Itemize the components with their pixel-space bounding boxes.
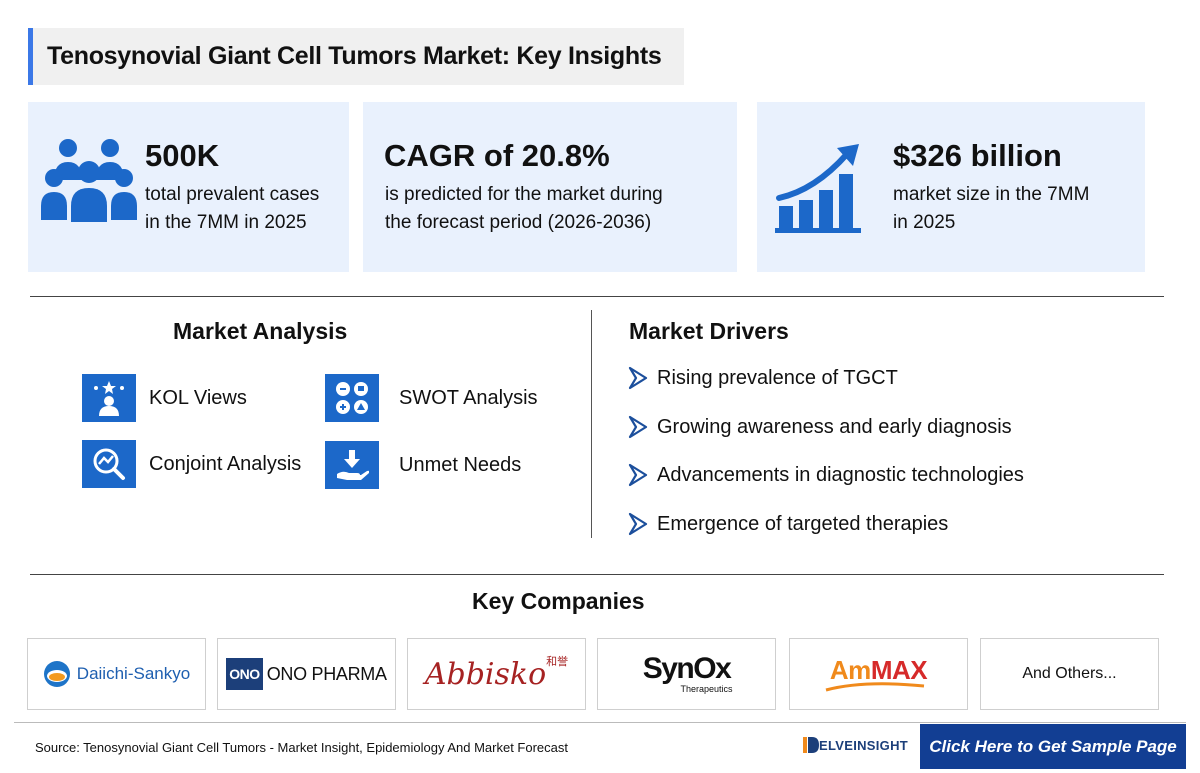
ono-logo-mark: ONO [226,658,263,690]
stat-card-market-size: $326 billion market size in the 7MM in 2… [757,102,1145,272]
driver-label: Rising prevalence of TGCT [657,366,898,389]
kol-person-icon [82,374,136,422]
chevron-right-icon [628,415,648,439]
stat-desc-line: in 2025 [893,212,956,233]
chevron-right-icon [628,512,648,536]
magnifier-chart-icon [82,440,136,488]
company-subtitle: Therapeutics [680,684,733,694]
company-logo-ono: ONO ONO PHARMA [217,638,396,710]
company-name: And Others... [1022,665,1117,682]
driver-label: Emergence of targeted therapies [657,512,949,535]
driver-item: Advancements in diagnostic technologies [627,463,1024,487]
analysis-item-conjoint: Conjoint Analysis [82,440,301,488]
brand-name: ELVEINSIGHT [819,737,909,753]
stat-desc-line: total prevalent cases [145,184,320,205]
divider [30,574,1164,575]
get-sample-button[interactable]: Click Here to Get Sample Page [920,724,1186,769]
stat-desc-line: market size in the 7MM [893,184,1090,205]
driver-label: Advancements in diagnostic technologies [657,463,1024,486]
market-analysis-title: Market Analysis [173,318,348,344]
analysis-label: Conjoint Analysis [149,452,302,475]
driver-item: Emergence of targeted therapies [627,512,948,536]
analysis-item-kol: KOL Views [82,374,247,422]
analysis-label: Unmet Needs [399,453,522,476]
stat-description: market size in the 7MM in 2025 [893,181,1089,237]
company-logo-abbisko: Abbisko 和誉 [407,638,586,710]
hand-download-icon [325,441,379,489]
company-logo-ammax: AmMAX [789,638,968,710]
stat-value: CAGR of 20.8% [384,138,610,173]
title-banner: Tenosynovial Giant Cell Tumors Market: K… [28,28,684,85]
driver-label: Growing awareness and early diagnosis [657,415,1012,438]
vertical-divider [591,310,592,538]
chevron-right-icon [628,463,648,487]
source-text: Source: Tenosynovial Giant Cell Tumors -… [35,740,568,755]
company-logo-synox: SynOx Therapeutics [597,638,776,710]
divider [30,296,1164,297]
stat-card-prevalence: 500K total prevalent cases in the 7MM in… [28,102,349,272]
company-name: Abbisko [424,656,547,692]
delveinsight-logo-icon [803,737,819,753]
analysis-label: SWOT Analysis [399,386,538,409]
people-group-icon [41,139,137,222]
stat-card-cagr: CAGR of 20.8% is predicted for the marke… [363,102,737,272]
key-companies-title: Key Companies [472,588,645,614]
stat-description: is predicted for the market during the f… [385,181,663,237]
growth-chart-icon [775,144,861,233]
company-name: ONO PHARMA [266,663,387,684]
market-drivers-title: Market Drivers [629,318,789,344]
stat-value: 500K [145,138,220,173]
stat-value: $326 billion [893,138,1062,173]
analysis-item-swot: SWOT Analysis [325,374,538,422]
driver-item: Rising prevalence of TGCT [627,366,898,390]
swot-icon [325,374,379,422]
analysis-item-unmet: Unmet Needs [325,441,521,489]
company-others: And Others... [980,638,1159,710]
page-title: Tenosynovial Giant Cell Tumors Market: K… [47,42,662,70]
cta-label: Click Here to Get Sample Page [929,736,1177,756]
analysis-label: KOL Views [149,386,247,409]
daiichi-logo-icon [43,661,70,687]
company-logo-daiichi: Daiichi-Sankyo [27,638,206,710]
company-name-part: MAX [870,655,928,685]
stat-desc-line: in the 7MM in 2025 [145,212,307,233]
stat-desc-line: the forecast period (2026-2036) [385,212,652,233]
chevron-right-icon [628,366,648,390]
footer-divider [14,722,1186,723]
abbisko-chinese-mark: 和誉 [546,656,569,668]
stat-desc-line: is predicted for the market during [385,184,663,205]
driver-item: Growing awareness and early diagnosis [627,415,1012,439]
stat-description: total prevalent cases in the 7MM in 2025 [145,181,319,237]
ammax-swoosh-icon [825,682,924,692]
company-name-part: Am [829,655,871,685]
company-name: SynOx [642,652,732,685]
company-name: Daiichi-Sankyo [76,664,191,683]
delveinsight-logo: ELVEINSIGHT [803,735,908,755]
